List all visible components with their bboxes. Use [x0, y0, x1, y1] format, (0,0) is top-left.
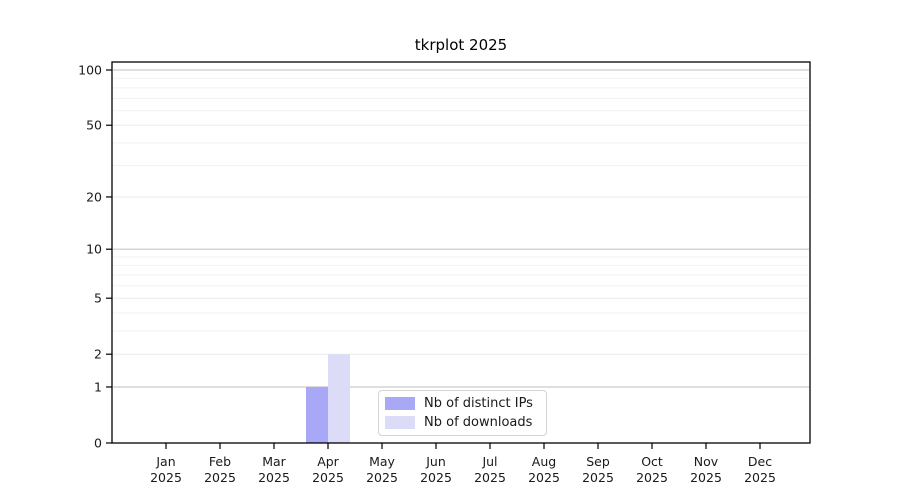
- legend-swatch-distinct-ips: [385, 397, 415, 410]
- x-tick-label-month: Nov: [694, 454, 719, 469]
- legend-swatch-downloads: [385, 416, 415, 429]
- x-tick-label-month: Jul: [481, 454, 497, 469]
- x-tick-label-year: 2025: [528, 470, 560, 485]
- legend-row-distinct-ips: Nb of distinct IPs: [385, 396, 538, 411]
- legend: Nb of distinct IPs Nb of downloads: [378, 390, 547, 436]
- x-tick-label-month: Oct: [641, 454, 663, 469]
- x-tick-label-month: Apr: [317, 454, 339, 469]
- x-tick-label-month: Jun: [425, 454, 446, 469]
- x-tick-label-year: 2025: [474, 470, 506, 485]
- x-tick-label-year: 2025: [150, 470, 182, 485]
- y-tick-label: 50: [86, 118, 102, 133]
- legend-label-downloads: Nb of downloads: [424, 415, 533, 430]
- x-tick-label-year: 2025: [420, 470, 452, 485]
- x-tick-label-month: Dec: [748, 454, 772, 469]
- x-tick-label-year: 2025: [204, 470, 236, 485]
- legend-label-distinct-ips: Nb of distinct IPs: [424, 396, 533, 411]
- x-tick-label-month: Mar: [262, 454, 286, 469]
- y-tick-label: 5: [94, 291, 102, 306]
- x-tick-label-year: 2025: [744, 470, 776, 485]
- plot-border: [111, 61, 811, 444]
- x-tick-label-year: 2025: [636, 470, 668, 485]
- legend-row-downloads: Nb of downloads: [385, 415, 538, 430]
- chart-title: tkrplot 2025: [414, 36, 508, 54]
- x-tick-label-month: Jan: [155, 454, 175, 469]
- x-tick-label-year: 2025: [690, 470, 722, 485]
- y-tick-label: 0: [94, 436, 102, 451]
- x-tick-label-month: Aug: [532, 454, 556, 469]
- y-tick-label: 1: [94, 379, 102, 394]
- x-tick-label-month: May: [369, 454, 395, 469]
- y-tick-label: 100: [78, 63, 102, 78]
- x-tick-label-month: Feb: [209, 454, 231, 469]
- y-tick-label: 10: [86, 242, 102, 257]
- bar-nb-of-distinct-ips: [306, 386, 328, 443]
- x-tick-label-year: 2025: [312, 470, 344, 485]
- x-tick-label-year: 2025: [258, 470, 290, 485]
- bar-nb-of-downloads: [328, 354, 350, 443]
- x-tick-label-year: 2025: [366, 470, 398, 485]
- x-tick-label-month: Sep: [586, 454, 610, 469]
- y-tick-label: 2: [94, 347, 102, 362]
- y-tick-label: 20: [86, 189, 102, 204]
- x-tick-label-year: 2025: [582, 470, 614, 485]
